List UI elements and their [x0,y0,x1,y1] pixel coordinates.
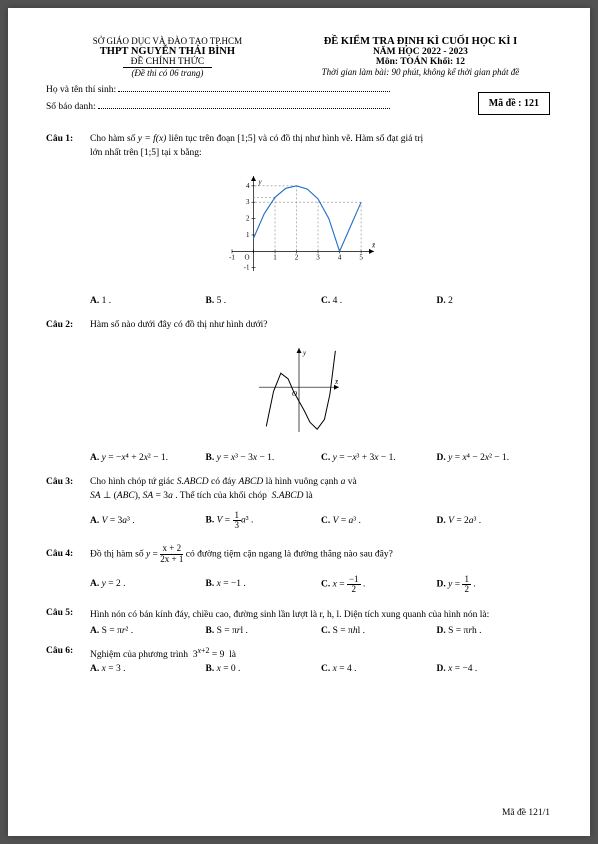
q4-label: Câu 4: [46,549,90,559]
q4-choices: A. y = 2 . B. x = −1 . C. x = −12 . D. y… [46,575,552,594]
code-box: Mã đề : 121 [478,92,550,115]
svg-text:2: 2 [295,253,299,261]
q5-choice-d: D. S = πrh . [437,626,553,636]
q3-choice-b: B. V = 13a³ . [206,511,322,530]
year: NĂM HỌC 2022 - 2023 [289,47,552,57]
question-6: Câu 6: Nghiệm của phương trình 3x+2 = 9 … [46,646,552,674]
dept: SỞ GIÁO DỤC VÀ ĐÀO TẠO TP.HCM [46,36,289,46]
q4-choice-c: C. x = −12 . [321,575,437,594]
official: ĐỀ CHÍNH THỨC [46,57,289,68]
q1-choice-b: B. 5 . [206,296,322,306]
svg-text:4: 4 [246,182,250,190]
exam-title: ĐỀ KIỂM TRA ĐỊNH KÌ CUỐI HỌC KÌ I [289,36,552,47]
header-left: SỞ GIÁO DỤC VÀ ĐÀO TẠO TP.HCM THPT NGUYỄ… [46,36,289,78]
svg-text:y: y [258,178,263,186]
svg-text:1: 1 [246,231,250,239]
name-label: Họ và tên thí sinh: [46,85,116,95]
q6-choice-b: B. x = 0 . [206,664,322,674]
question-5: Câu 5: Hình nón có bán kính đáy, chiều c… [46,608,552,636]
exam-page: SỞ GIÁO DỤC VÀ ĐÀO TẠO TP.HCM THPT NGUYỄ… [8,8,590,836]
header: SỞ GIÁO DỤC VÀ ĐÀO TẠO TP.HCM THPT NGUYỄ… [46,36,552,78]
q2-label: Câu 2: [46,320,90,330]
id-label: Số báo danh: [46,102,96,112]
q1-choice-a: A. 1 . [90,296,206,306]
svg-text:x̄: x̄ [334,378,339,386]
student-fields: Họ và tên thí sinh: Số báo danh: [46,84,390,112]
q3-body: Cho hình chóp tứ giác S.ABCD có đáy ABCD… [90,477,552,501]
q2-choices: A. y = −x⁴ + 2x² − 1. B. y = x³ − 3x − 1… [46,453,552,463]
q6-choices: A. x = 3 . B. x = 0 . C. x = 4 . D. x = … [46,664,552,674]
q5-choices: A. S = πr² . B. S = πrl . C. S = πhl . D… [46,626,552,636]
svg-text:-1: -1 [244,264,250,272]
question-2: Câu 2: Hàm số nào dưới đây có đồ thị như… [46,320,552,463]
q6-label: Câu 6: [46,646,90,660]
q6-choice-d: D. x = −4 . [437,664,553,674]
page-footer: Mã đề 121/1 [502,808,550,818]
q1-choices: A. 1 . B. 5 . C. 4 . D. 2 [46,296,552,306]
q3-choice-a: A. V = 3a³ . [90,516,206,526]
id-dots [98,101,390,109]
q1-body: Cho hàm số y = f(x) liên tục trên đoạn [… [90,134,552,158]
id-row: Số báo danh: [46,101,390,112]
header-right: ĐỀ KIỂM TRA ĐỊNH KÌ CUỐI HỌC KÌ I NĂM HỌ… [289,36,552,78]
q1-chart: -1 1 2 3 4 5 -1 1 2 3 4 Ox̄ y [46,168,552,286]
svg-text:5: 5 [359,253,363,261]
q3-choice-c: C. V = a³ . [321,516,437,526]
question-4: Câu 4: Đồ thị hàm số y = x + 22x + 1 có … [46,544,552,594]
q3-label: Câu 3: [46,477,90,501]
q2-choice-d: D. y = x⁴ − 2x² − 1. [437,453,553,463]
question-3: Câu 3: Cho hình chóp tứ giác S.ABCD có đ… [46,477,552,530]
q4-choice-b: B. x = −1 . [206,579,322,589]
q2-choice-a: A. y = −x⁴ + 2x² − 1. [90,453,206,463]
svg-text:y: y [302,349,307,357]
question-1: Câu 1: Cho hàm số y = f(x) liên tục trên… [46,134,552,306]
svg-text:O: O [292,390,297,398]
q5-label: Câu 5: [46,608,90,622]
q5-choice-c: C. S = πhl . [321,626,437,636]
q2-choice-b: B. y = x³ − 3x − 1. [206,453,322,463]
q6-body: Nghiệm của phương trình 3x+2 = 9 là [90,646,552,660]
q5-choice-b: B. S = πrl . [206,626,322,636]
subject: Môn: TOÁN Khối: 12 [289,57,552,67]
svg-text:x̄: x̄ [371,241,376,249]
svg-text:2: 2 [246,215,250,223]
q4-choice-a: A. y = 2 . [90,579,206,589]
name-dots [118,84,390,92]
name-row: Họ và tên thí sinh: [46,84,390,95]
q1-label: Câu 1: [46,134,90,158]
q6-choice-c: C. x = 4 . [321,664,437,674]
q2-choice-c: C. y = −x³ + 3x − 1. [321,453,437,463]
svg-text:3: 3 [316,253,320,261]
svg-text:4: 4 [338,253,342,261]
q2-chart: Ox̄ y [46,340,552,443]
q3-choices: A. V = 3a³ . B. V = 13a³ . C. V = a³ . D… [46,511,552,530]
q6-choice-a: A. x = 3 . [90,664,206,674]
duration: Thời gian làm bài: 90 phút, không kể thờ… [289,67,552,77]
school: THPT NGUYỄN THÁI BÌNH [46,46,289,57]
q1-choice-d: D. 2 [437,296,553,306]
q5-choice-a: A. S = πr² . [90,626,206,636]
q4-body: Đồ thị hàm số y = x + 22x + 1 có đường t… [90,544,552,565]
q3-choice-d: D. V = 2a³ . [437,516,553,526]
svg-text:-1: -1 [229,253,235,261]
svg-text:3: 3 [246,198,250,206]
q4-choice-d: D. y = 12 . [437,575,553,594]
svg-text:1: 1 [273,253,277,261]
svg-text:O: O [244,253,249,261]
q5-body: Hình nón có bán kính đáy, chiều cao, đườ… [90,608,552,622]
q2-body: Hàm số nào dưới đây có đồ thị như hình d… [90,320,552,330]
q1-choice-c: C. 4 . [321,296,437,306]
pages-note: (Đề thi có 06 trang) [46,68,289,78]
